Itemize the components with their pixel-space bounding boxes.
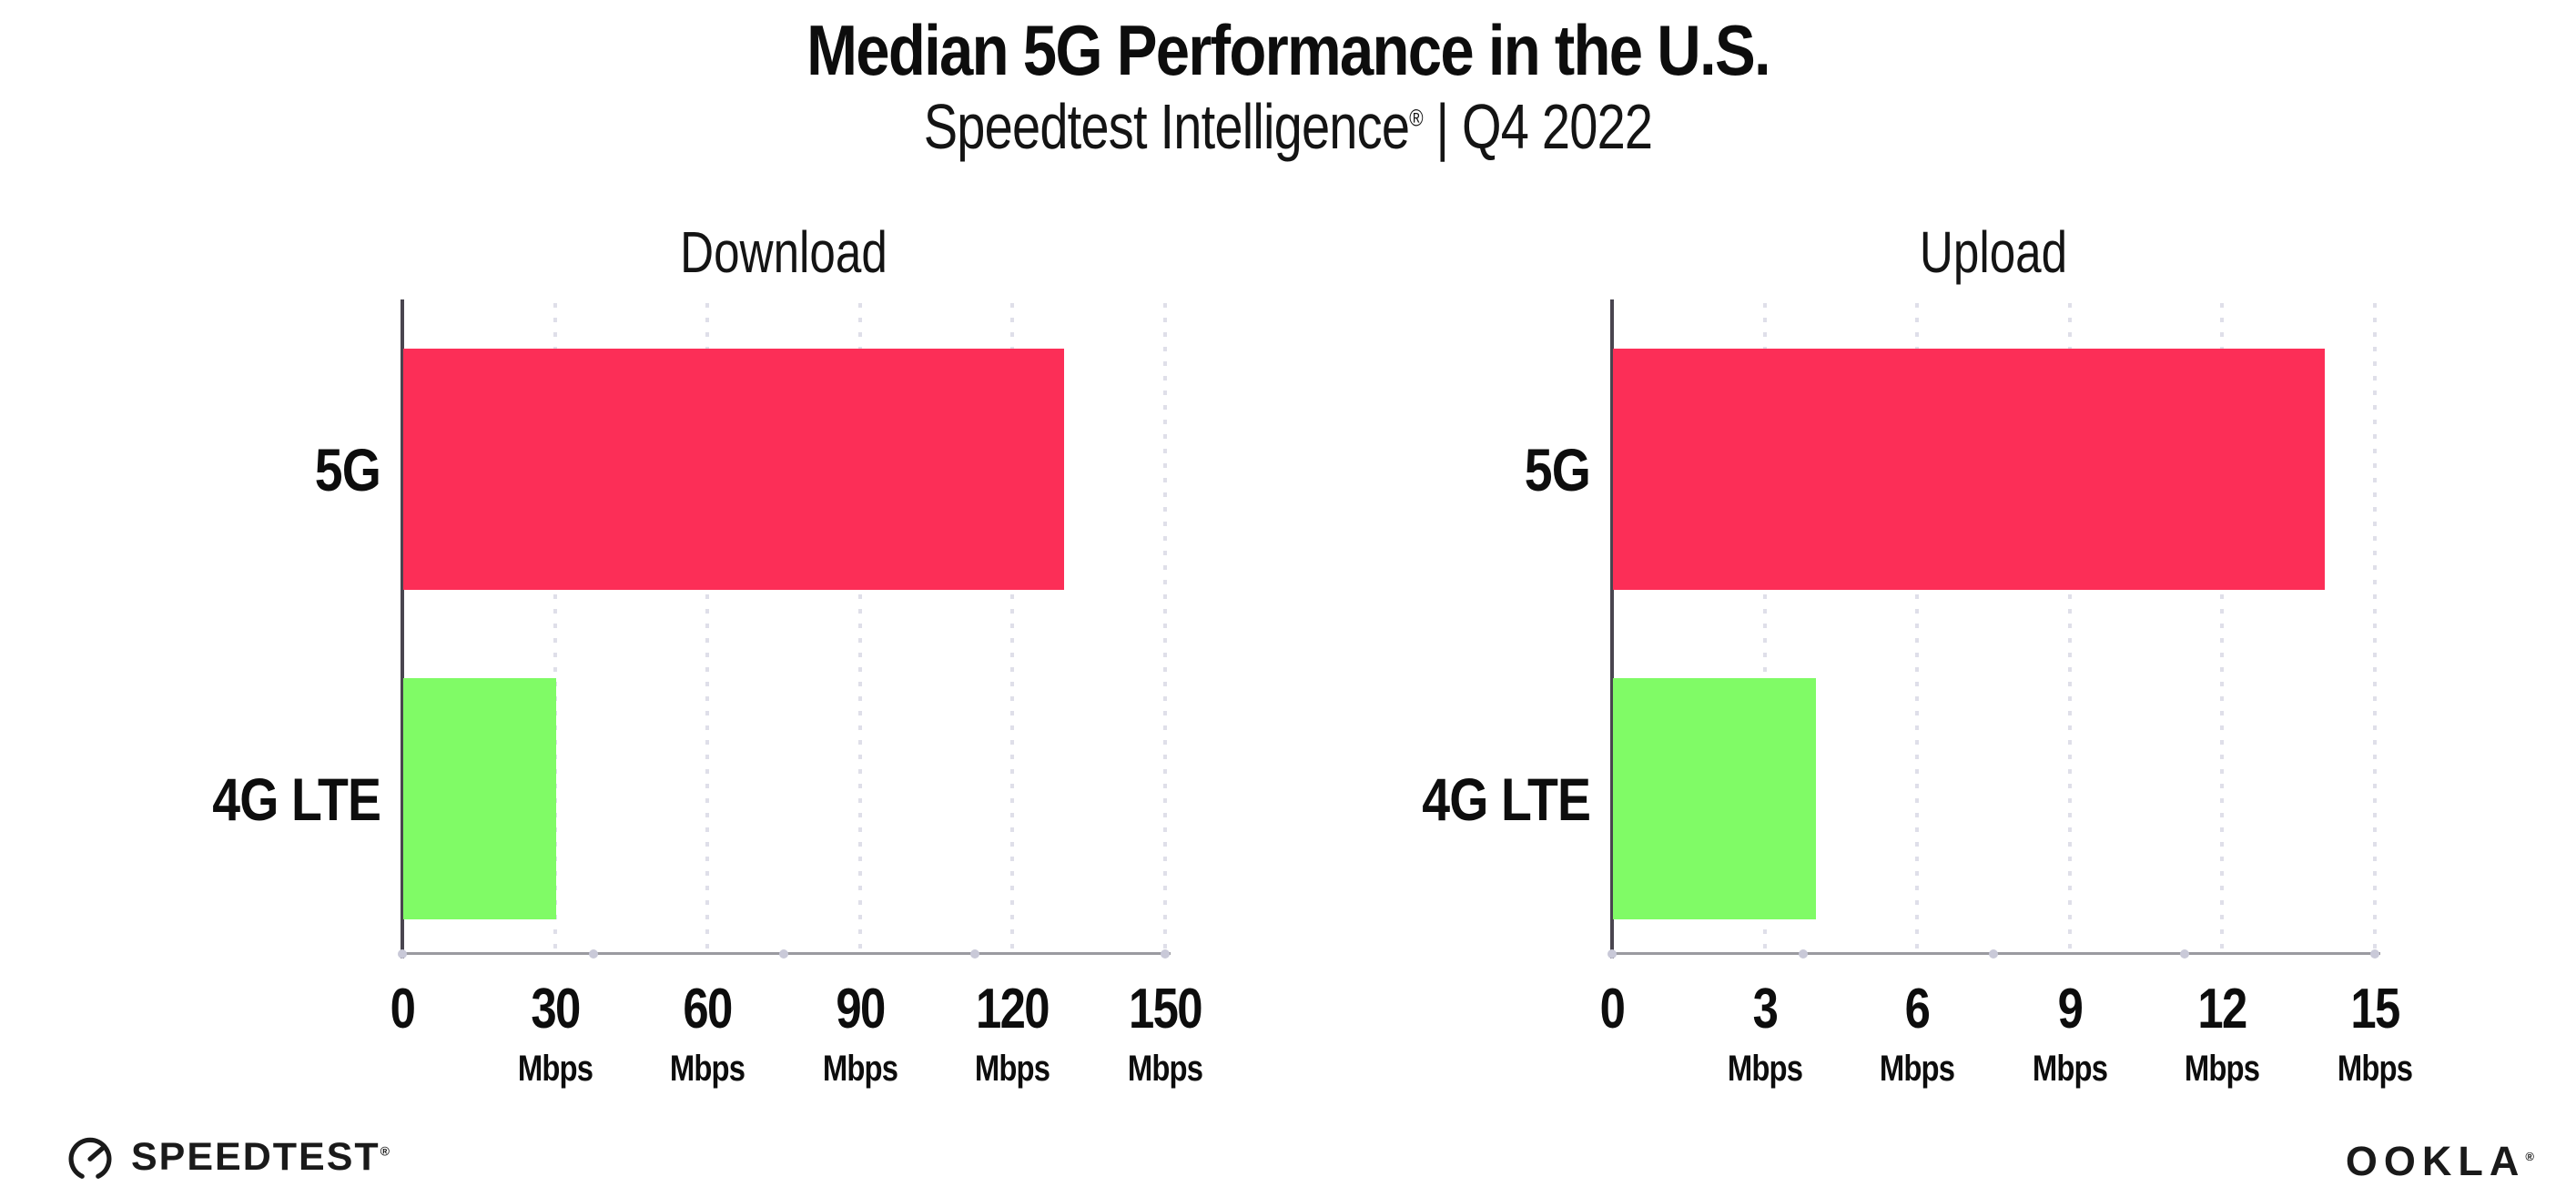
page-title: Median 5G Performance in the U.S. [806, 10, 1771, 90]
axis-marker-dot [969, 949, 979, 959]
x-tick-value: 90 [836, 978, 886, 1040]
axis-marker-dot [1798, 949, 1808, 959]
axis-marker-dot [779, 949, 788, 959]
x-tick-unit: Mbps [1127, 1049, 1203, 1089]
y-axis-line [1610, 299, 1614, 959]
x-tick-unit: Mbps [2032, 1049, 2108, 1089]
gridline-90 [857, 303, 862, 952]
y-axis-line [401, 299, 404, 959]
subtitle-period: Q4 2022 [1462, 91, 1653, 163]
page-subtitle: Speedtest Intelligence® | Q4 2022 [258, 92, 2318, 162]
category-label-5g: 5G [1524, 435, 1591, 503]
ookla-wordmark-text: OOKLA [2345, 1138, 2526, 1184]
x-tick-unit: Mbps [670, 1049, 745, 1089]
bar-download-4g-lte [403, 678, 556, 919]
bar-upload-5g [1613, 349, 2326, 590]
x-tick-15: 15 Mbps [2329, 978, 2420, 1089]
x-tick-value: 150 [1129, 978, 1203, 1040]
gridline-120 [1010, 303, 1015, 952]
x-tick-unit: Mbps [1880, 1049, 1955, 1089]
subtitle-product: Speedtest Intelligence [923, 91, 1410, 163]
x-tick-3: 3 Mbps [1719, 978, 1810, 1089]
x-tick-unit: Mbps [1727, 1049, 1802, 1089]
category-label-4g-lte: 4G LTE [1422, 765, 1591, 833]
speedtest-logo: SPEEDTEST® [64, 1131, 390, 1183]
chart-title-download: Download [680, 219, 887, 285]
x-tick-value: 3 [1752, 978, 1778, 1040]
x-tick-value: 12 [2197, 978, 2248, 1040]
x-tick-value: 0 [390, 978, 416, 1040]
x-tick-value: 6 [1904, 978, 1931, 1040]
subtitle-separator: | [1435, 91, 1450, 163]
category-label-4g-lte: 4G LTE [212, 765, 381, 833]
download-chart: Download 5G 4G LTE 0 30 Mbps 60 Mbps 90 Mbps 120… [137, 218, 1211, 1129]
x-axis-labels: 0 30 Mbps 60 Mbps 90 Mbps 120 Mbps 150 Mbps [390, 978, 1203, 1127]
category-labels: 5G 4G LTE [1346, 305, 1591, 953]
x-tick-value: 120 [976, 978, 1050, 1040]
x-axis-labels: 0 3 Mbps 6 Mbps 9 Mbps 12 Mbps 15 Mbps [1600, 978, 2413, 1127]
x-tick-unit: Mbps [822, 1049, 898, 1089]
x-tick-30: 30 Mbps [509, 978, 600, 1089]
ookla-logo: OOKLA® [2346, 1138, 2534, 1185]
ookla-registered-mark: ® [2525, 1150, 2534, 1163]
category-label-5g: 5G [314, 435, 381, 503]
axis-marker-dot [1607, 949, 1617, 959]
gridline-30 [553, 303, 557, 952]
x-tick-unit: Mbps [2185, 1049, 2260, 1089]
ookla-wordmark: OOKLA® [2346, 1138, 2534, 1185]
x-tick-90: 90 Mbps [815, 978, 906, 1089]
axis-marker-dot [2179, 949, 2189, 959]
x-tick-value: 15 [2350, 978, 2400, 1040]
gridline-60 [705, 303, 710, 952]
speedtest-gauge-icon [68, 1137, 112, 1179]
x-tick-6: 6 Mbps [1871, 978, 1962, 1089]
axis-marker-dot [1989, 949, 1998, 959]
gridline-150 [1163, 303, 1167, 952]
upload-chart: Upload 5G 4G LTE 0 3 Mbps 6 Mbps 9 Mbps 12 Mbps 15… [1346, 218, 2420, 1129]
category-labels: 5G 4G LTE [137, 305, 381, 953]
axis-marker-dot [2370, 949, 2379, 959]
x-tick-unit: Mbps [517, 1049, 593, 1089]
bar-download-5g [403, 349, 1065, 590]
axis-marker-dot [398, 949, 407, 959]
x-tick-150: 150 Mbps [1120, 978, 1211, 1089]
x-tick-12: 12 Mbps [2176, 978, 2267, 1089]
header: Median 5G Performance in the U.S. Speedt… [0, 10, 2576, 162]
registered-mark: ® [1409, 105, 1423, 133]
speedtest-wordmark-text: SPEEDTEST [131, 1134, 380, 1179]
x-tick-unit: Mbps [2337, 1049, 2413, 1089]
x-tick-value: 0 [1599, 978, 1626, 1040]
speedtest-wordmark: SPEEDTEST® [131, 1135, 390, 1180]
x-tick-value: 60 [683, 978, 734, 1040]
gridline-6 [1915, 303, 1920, 952]
axis-marker-dot [588, 949, 598, 959]
gridline-3 [1762, 303, 1767, 952]
gridline-12 [2220, 303, 2225, 952]
plot-area-upload [1607, 299, 2380, 959]
x-tick-120: 120 Mbps [967, 978, 1058, 1089]
x-tick-value: 9 [2057, 978, 2083, 1040]
plot-area-download [398, 299, 1171, 959]
chart-title-upload: Upload [1919, 219, 2068, 285]
axis-marker-dot [1161, 949, 1170, 959]
speedtest-registered-mark: ® [380, 1143, 390, 1159]
gridline-15 [2373, 303, 2377, 952]
x-tick-unit: Mbps [975, 1049, 1050, 1089]
x-tick-9: 9 Mbps [2024, 978, 2115, 1089]
x-tick-60: 60 Mbps [662, 978, 753, 1089]
x-tick-0: 0 [1597, 981, 1627, 1038]
x-tick-value: 30 [530, 978, 581, 1040]
bar-upload-4g-lte [1613, 678, 1817, 919]
gridline-9 [2067, 303, 2072, 952]
x-tick-0: 0 [388, 981, 417, 1038]
